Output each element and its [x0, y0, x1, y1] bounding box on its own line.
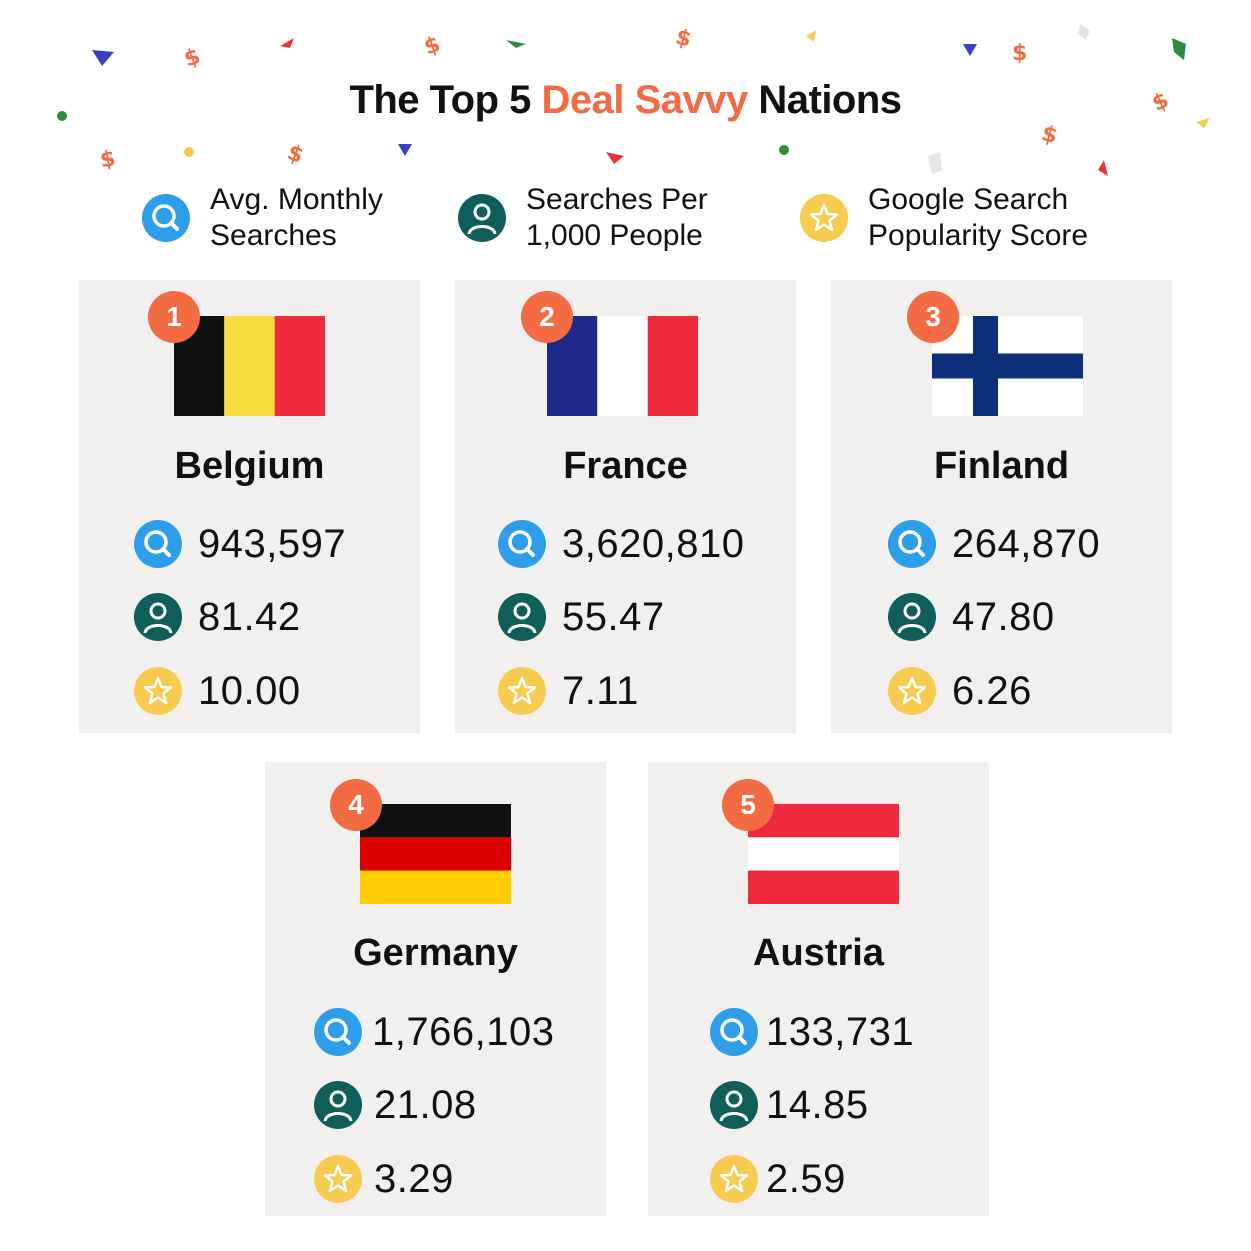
legend-avg-monthly-searches: Avg. Monthly Searches [142, 182, 383, 254]
rank-badge: 4 [330, 779, 382, 831]
stat-per-1000: 47.80 [888, 593, 1055, 641]
stat-value: 1,766,103 [372, 1009, 555, 1054]
stat-value: 943,597 [198, 521, 347, 566]
title-highlight: Deal Savvy [541, 78, 748, 122]
country-name: France [563, 445, 688, 487]
stat-searches: 943,597 [134, 520, 346, 568]
stat-value: 14.85 [766, 1082, 869, 1127]
stat-score: 3.29 [314, 1155, 454, 1203]
country-name: Germany [353, 932, 518, 974]
search-icon [134, 520, 182, 568]
stat-value: 2.59 [766, 1156, 846, 1201]
search-icon [710, 1008, 758, 1056]
legend-google-popularity: Google Search Popularity Score [800, 182, 1088, 254]
country-name: Belgium [174, 445, 325, 487]
finland-flag [932, 316, 1083, 416]
svg-text:$: $ [1012, 41, 1027, 66]
stat-searches: 264,870 [888, 520, 1100, 568]
person-icon [134, 593, 182, 641]
person-icon [314, 1081, 362, 1129]
svg-text:$: $ [284, 140, 307, 169]
stat-value: 10.00 [198, 668, 301, 713]
star-icon [800, 194, 848, 242]
page-title: The Top 5 Deal Savvy Nations [349, 78, 902, 122]
stat-per-1000: 14.85 [710, 1081, 869, 1129]
svg-text:$: $ [98, 146, 117, 173]
stat-searches: 133,731 [710, 1008, 914, 1056]
svg-text:$: $ [421, 32, 444, 61]
belgium-flag [174, 316, 325, 416]
legend-searches-per-1000: Searches Per 1,000 People [458, 182, 708, 254]
person-icon [710, 1081, 758, 1129]
star-icon [710, 1155, 758, 1203]
person-icon [458, 194, 506, 242]
stat-score: 6.26 [888, 667, 1032, 715]
stat-value: 133,731 [766, 1009, 915, 1054]
person-icon [498, 593, 546, 641]
country-name: Austria [753, 932, 884, 974]
search-icon [888, 520, 936, 568]
stat-searches: 1,766,103 [314, 1008, 554, 1056]
stat-value: 21.08 [374, 1082, 477, 1127]
country-card-austria: 5 Austria 133,731 14.85 2.59 [648, 762, 989, 1216]
stat-searches: 3,620,810 [498, 520, 744, 568]
stat-per-1000: 81.42 [134, 593, 301, 641]
stat-value: 3.29 [374, 1156, 454, 1201]
france-flag [547, 316, 698, 416]
svg-text:$: $ [673, 25, 694, 53]
stat-value: 55.47 [562, 594, 665, 639]
search-icon [142, 194, 190, 242]
person-icon [888, 593, 936, 641]
stat-per-1000: 21.08 [314, 1081, 477, 1129]
stat-value: 47.80 [952, 594, 1055, 639]
stat-score: 7.11 [498, 667, 639, 715]
rank-badge: 1 [148, 291, 200, 343]
svg-text:$: $ [1039, 121, 1060, 149]
star-icon [498, 667, 546, 715]
stat-per-1000: 55.47 [498, 593, 665, 641]
stat-value: 81.42 [198, 594, 301, 639]
stat-score: 10.00 [134, 667, 301, 715]
star-icon [888, 667, 936, 715]
search-icon [314, 1008, 362, 1056]
stat-value: 7.11 [562, 668, 639, 713]
austria-flag [748, 804, 899, 904]
country-card-france: 2 France 3,620,810 55.47 7.11 [455, 280, 796, 733]
stat-value: 264,870 [952, 521, 1101, 566]
germany-flag [360, 804, 511, 904]
star-icon [134, 667, 182, 715]
search-icon [498, 520, 546, 568]
country-card-finland: 3 Finland 264,870 47.80 6.26 [831, 280, 1172, 733]
country-card-germany: 4 Germany 1,766,103 21.08 3.29 [265, 762, 606, 1216]
stat-value: 3,620,810 [562, 521, 745, 566]
rank-badge: 2 [521, 291, 573, 343]
stat-value: 6.26 [952, 668, 1032, 713]
rank-badge: 3 [907, 291, 959, 343]
star-icon [314, 1155, 362, 1203]
stat-score: 2.59 [710, 1155, 846, 1203]
confetti-decoration: $ $ $ $ $ $ $ $ [57, 24, 1210, 176]
svg-text:$: $ [181, 44, 204, 73]
rank-badge: 5 [722, 779, 774, 831]
country-card-belgium: 1 Belgium 943,597 81.42 10.00 [79, 280, 420, 733]
country-name: Finland [933, 445, 1070, 487]
